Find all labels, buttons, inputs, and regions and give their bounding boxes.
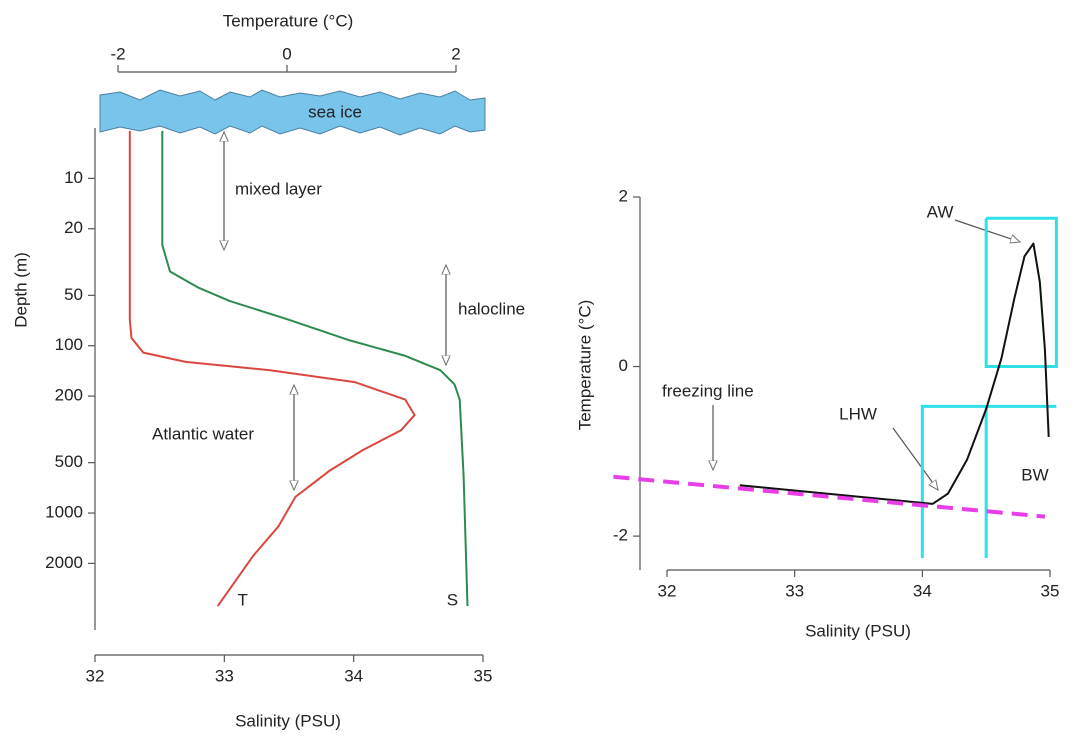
series-line [161,130,469,607]
series-line [613,474,1046,519]
annotation: sea ice [308,102,362,121]
y-tick-label: -2 [613,526,628,545]
annotation: AW [927,202,954,221]
x-axis-title: Salinity (PSU) [805,621,911,640]
water-mass-box [984,216,1058,369]
y-tick-label: 100 [55,335,83,354]
x-tick-label: 34 [913,581,932,600]
annotation: BW [1021,465,1048,484]
lhw-arrow [892,427,938,490]
y-axis-title: Depth (m) [11,252,30,328]
annotation: mixed layer [235,179,322,198]
x-axis-title: Salinity (PSU) [235,711,341,730]
x2-tick-label: 2 [451,44,460,63]
series-label: freezing line [662,381,754,400]
x-tick-label: 33 [215,666,234,685]
x-tick-label: 33 [785,581,804,600]
x2-tick-label: -2 [110,44,125,63]
sea-ice [99,89,486,136]
y-tick-label: 2000 [45,553,83,572]
y-axis-title: Temperature (°C) [575,300,594,431]
x2-tick-label: 0 [282,44,291,63]
series-line [739,242,1050,505]
x-tick-label: 34 [344,666,363,685]
x2-axis-title: Temperature (°C) [223,11,354,30]
annotation: halocline [458,299,525,318]
x-tick-label: 35 [1041,581,1060,600]
x-tick-label: 32 [86,666,105,685]
x-tick-label: 32 [658,581,677,600]
x-tick-label: 35 [474,666,493,685]
y-tick-label: 2 [619,186,628,205]
y-tick-label: 50 [64,285,83,304]
annotation: Atlantic water [152,424,254,443]
series-label: T [238,591,248,610]
y-tick-label: 500 [55,452,83,471]
series-label: S [447,591,458,610]
y-tick-label: 10 [64,168,83,187]
series-line [128,130,416,607]
y-tick-label: 200 [55,386,83,405]
annotation: LHW [839,404,877,423]
y-tick-label: 20 [64,218,83,237]
water-mass-box [920,404,1057,559]
y-tick-label: 1000 [45,503,83,522]
y-tick-label: 0 [619,356,628,375]
